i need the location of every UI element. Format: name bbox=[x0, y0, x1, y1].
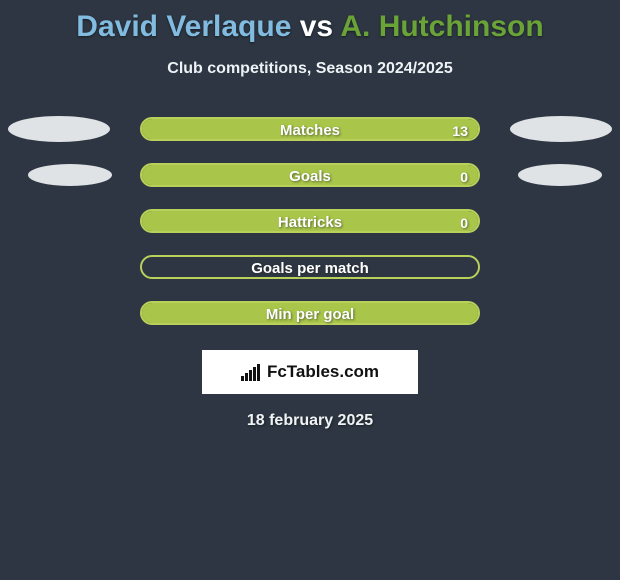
stat-label: Min per goal bbox=[142, 303, 478, 327]
stat-bar: Hattricks0 bbox=[140, 209, 480, 233]
stat-label: Goals bbox=[142, 165, 478, 189]
stats-rows: Matches13Goals0Hattricks0Goals per match… bbox=[0, 106, 620, 336]
stat-row: Min per goal bbox=[0, 290, 620, 336]
stat-row: Goals per match bbox=[0, 244, 620, 290]
brand-box[interactable]: FcTables.com bbox=[202, 350, 418, 394]
date-text: 18 february 2025 bbox=[0, 412, 620, 430]
stat-label: Matches bbox=[142, 119, 478, 143]
stat-value: 0 bbox=[460, 211, 468, 235]
stat-bar: Min per goal bbox=[140, 301, 480, 325]
left-ellipse bbox=[28, 164, 112, 186]
page-title: David Verlaque vs A. Hutchinson bbox=[0, 4, 620, 46]
stat-label: Hattricks bbox=[142, 211, 478, 235]
stat-bar: Goals0 bbox=[140, 163, 480, 187]
stat-label: Goals per match bbox=[142, 257, 478, 281]
stat-bar: Matches13 bbox=[140, 117, 480, 141]
subtitle: Club competitions, Season 2024/2025 bbox=[0, 60, 620, 78]
right-ellipse bbox=[510, 116, 612, 142]
stat-value: 0 bbox=[460, 165, 468, 189]
vs-text: vs bbox=[300, 10, 333, 43]
player2-name: A. Hutchinson bbox=[340, 10, 543, 43]
stat-value: 13 bbox=[452, 119, 468, 143]
stat-row: Goals0 bbox=[0, 152, 620, 198]
stat-bar: Goals per match bbox=[140, 255, 480, 279]
stat-row: Hattricks0 bbox=[0, 198, 620, 244]
bar-chart-icon bbox=[241, 363, 263, 381]
right-ellipse bbox=[518, 164, 602, 186]
stat-row: Matches13 bbox=[0, 106, 620, 152]
player1-name: David Verlaque bbox=[76, 10, 291, 43]
brand-text: FcTables.com bbox=[267, 362, 379, 382]
left-ellipse bbox=[8, 116, 110, 142]
